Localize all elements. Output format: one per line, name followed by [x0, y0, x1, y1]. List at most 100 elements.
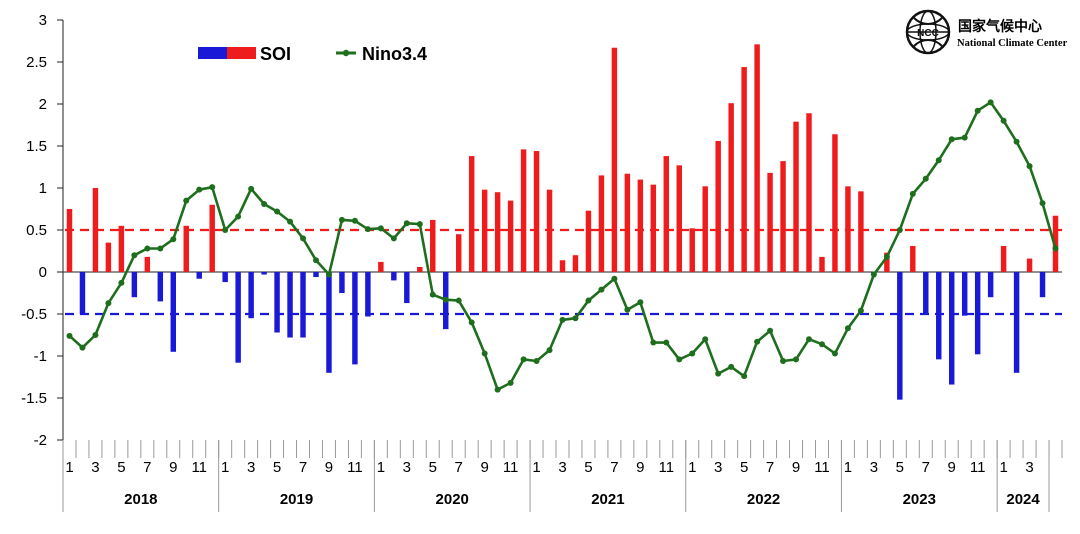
x-year-label: 2024 — [1006, 491, 1040, 508]
soi-bar — [741, 67, 747, 272]
soi-bar — [728, 103, 734, 272]
logo-name-en: National Climate Center — [957, 38, 1068, 49]
soi-bar — [819, 256, 825, 272]
nino34-point — [157, 245, 164, 252]
x-year-label: 2020 — [436, 491, 469, 508]
soi-bar — [546, 189, 553, 272]
soi-bar — [326, 272, 332, 373]
nino34-point — [325, 271, 332, 278]
x-month-label: 3 — [91, 459, 99, 476]
soi-bar — [352, 272, 358, 365]
x-year-label: 2019 — [280, 491, 313, 508]
nino34-point — [261, 200, 268, 207]
soi-bar — [832, 134, 838, 272]
x-year-label: 2023 — [903, 491, 936, 508]
legend-soi-label: SOI — [260, 44, 291, 64]
x-month-label: 9 — [636, 459, 644, 476]
soi-bar — [754, 44, 760, 272]
x-month-label: 9 — [792, 459, 800, 476]
y-tick-label: -2 — [34, 432, 47, 449]
nino34-point — [209, 184, 216, 191]
soi-bar — [650, 184, 657, 272]
legend-nino-marker — [342, 49, 350, 57]
nino34-point — [66, 332, 73, 339]
soi-bar — [287, 272, 293, 338]
nino34-point — [676, 356, 683, 363]
soi-bar — [598, 175, 605, 272]
x-month-label: 11 — [814, 459, 830, 476]
x-month-label: 5 — [273, 459, 281, 476]
nino34-point — [1013, 138, 1020, 145]
soi-bar — [157, 272, 164, 302]
nino34-point — [767, 327, 774, 334]
soi-bar — [481, 189, 488, 272]
nino34-point — [118, 279, 125, 286]
x-month-label: 5 — [584, 459, 592, 476]
nino34-point — [689, 350, 696, 357]
soi-bar — [884, 252, 890, 272]
soi-bar — [987, 272, 994, 298]
nino34-point — [598, 286, 605, 293]
ncc-emblem-icon: NCC — [905, 9, 951, 55]
nino34-point — [896, 227, 903, 233]
nino34-point — [728, 363, 735, 370]
y-tick-label: -1 — [34, 348, 47, 365]
soi-bar — [131, 272, 138, 298]
y-tick-label: 2 — [39, 96, 47, 113]
nino34-point — [507, 379, 514, 386]
soi-bar — [780, 161, 786, 272]
nino34-point — [235, 213, 242, 220]
x-month-label: 11 — [347, 459, 363, 476]
nino34-point — [611, 275, 618, 282]
soi-bar — [468, 156, 475, 272]
soi-bar — [183, 225, 189, 272]
soi-bar — [118, 225, 125, 272]
x-month-label: 3 — [247, 459, 255, 476]
nino34-point — [546, 347, 553, 354]
nino34-point — [338, 216, 345, 223]
legend-nino-label: Nino3.4 — [362, 44, 427, 64]
nino34-point — [533, 358, 540, 365]
soi-bar — [430, 219, 436, 272]
x-month-label: 1 — [532, 459, 540, 476]
soi-bar — [520, 149, 527, 272]
soi-bar — [209, 204, 215, 272]
nino34-point — [818, 341, 825, 348]
nino34-point — [870, 271, 877, 278]
nino34-point — [974, 107, 981, 114]
soi-bar — [455, 234, 462, 272]
nino34-point — [663, 339, 670, 346]
nino34-point — [183, 197, 190, 204]
x-month-label: 9 — [325, 459, 333, 476]
nino34-point — [806, 336, 813, 343]
soi-bar — [105, 242, 112, 272]
nino34-point — [144, 245, 151, 252]
nino34-point — [403, 220, 410, 227]
nino34-point — [741, 373, 748, 380]
x-month-label: 1 — [221, 459, 229, 476]
soi-bar — [611, 47, 618, 272]
soi-bar — [1026, 258, 1033, 272]
soi-bar — [961, 272, 968, 316]
svg-text:NCC: NCC — [917, 28, 939, 39]
x-month-label: 7 — [455, 459, 463, 476]
nino34-point — [377, 225, 384, 232]
x-month-label: 9 — [169, 459, 177, 476]
soi-bar — [66, 209, 73, 272]
soi-bar — [222, 272, 228, 283]
nino34-point — [624, 306, 631, 313]
nino34-point — [248, 185, 255, 192]
nino34-point — [196, 186, 203, 193]
nino34-point — [637, 299, 644, 306]
x-month-label: 7 — [922, 459, 930, 476]
soi-bar — [715, 140, 721, 272]
nino34-point — [831, 350, 838, 357]
nino34-point — [909, 190, 916, 197]
soi-bar — [910, 245, 916, 272]
soi-bar — [248, 272, 254, 319]
soi-bar — [261, 272, 267, 275]
nino34-series-line — [68, 101, 1057, 391]
soi-bar — [936, 272, 942, 360]
soi-bar — [806, 113, 812, 273]
